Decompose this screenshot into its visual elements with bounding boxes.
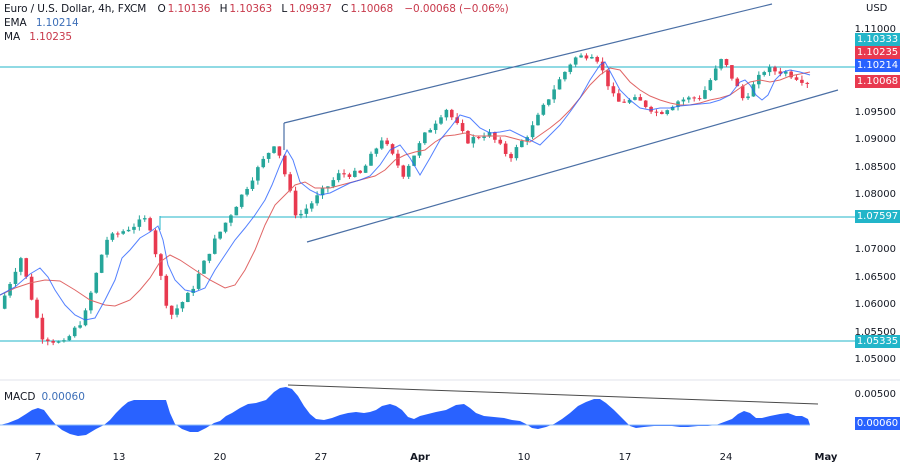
price-tick: 1.07000 — [854, 244, 896, 255]
price-badge: 1.10333 — [855, 33, 900, 46]
close-value: 1.10068 — [350, 3, 394, 15]
macd-value: 0.00060 — [41, 391, 85, 403]
price-badge: 1.07597 — [855, 210, 900, 223]
time-tick: 7 — [34, 452, 42, 463]
ema-line — [0, 61, 811, 321]
symbol-title: Euro / U.S. Dollar, 4h, FXCM — [4, 3, 147, 15]
open-value: 1.10136 — [167, 3, 211, 15]
low-value: 1.09937 — [289, 3, 332, 15]
macd-value-badge: 0.00060 — [855, 417, 900, 430]
time-tick: May — [814, 452, 838, 463]
time-tick: 24 — [719, 452, 733, 463]
open-label: O — [157, 3, 166, 15]
price-tick: 1.09000 — [854, 134, 896, 145]
currency-label: USD — [866, 3, 888, 14]
ma-value: 1.10235 — [29, 31, 73, 43]
time-tick: 13 — [112, 452, 126, 463]
time-tick: Apr — [410, 452, 430, 463]
price-tick: 1.05500 — [854, 326, 896, 338]
candlesticks — [2, 53, 810, 346]
ma-legend[interactable]: MA 1.10235 — [4, 31, 74, 43]
macd-histogram-area — [0, 387, 810, 436]
low-label: L — [281, 3, 288, 15]
macd-legend[interactable]: MACD 0.00060 — [4, 391, 85, 403]
high-value: 1.10363 — [229, 3, 273, 15]
ascending-channel[interactable] — [283, 3, 839, 243]
price-tick: 1.08000 — [854, 189, 896, 200]
ma-label: MA — [4, 31, 21, 43]
ema-legend[interactable]: EMA 1.10214 — [4, 17, 81, 29]
price-badge: 1.10068 — [855, 75, 900, 88]
time-tick: 20 — [213, 452, 227, 463]
price-tick: 1.09500 — [854, 106, 896, 118]
ema-label: EMA — [4, 17, 27, 29]
price-tick: 1.06000 — [854, 299, 896, 310]
macd-divergence-trendline[interactable] — [287, 384, 819, 405]
time-tick: 27 — [314, 452, 328, 463]
macd-axis-tick: 0.00500 — [854, 389, 896, 400]
price-badge: 1.10214 — [855, 59, 900, 72]
close-label: C — [341, 3, 349, 15]
price-badge: 1.10235 — [855, 46, 900, 59]
time-tick: 17 — [618, 452, 632, 463]
ma-line — [0, 67, 811, 307]
macd-label: MACD — [4, 391, 36, 403]
price-tick: 1.05000 — [854, 354, 896, 365]
time-tick: 10 — [517, 452, 531, 463]
price-tick: 1.08500 — [854, 161, 896, 173]
price-tick: 1.06500 — [854, 271, 896, 283]
high-label: H — [219, 3, 228, 15]
price-badge: 1.05335 — [855, 335, 900, 348]
ema-value: 1.10214 — [35, 17, 79, 29]
change-value: −0.00068 (−0.06%) — [404, 3, 509, 15]
price-tick: 1.11000 — [854, 24, 896, 35]
horizontal-levels[interactable] — [0, 66, 855, 342]
